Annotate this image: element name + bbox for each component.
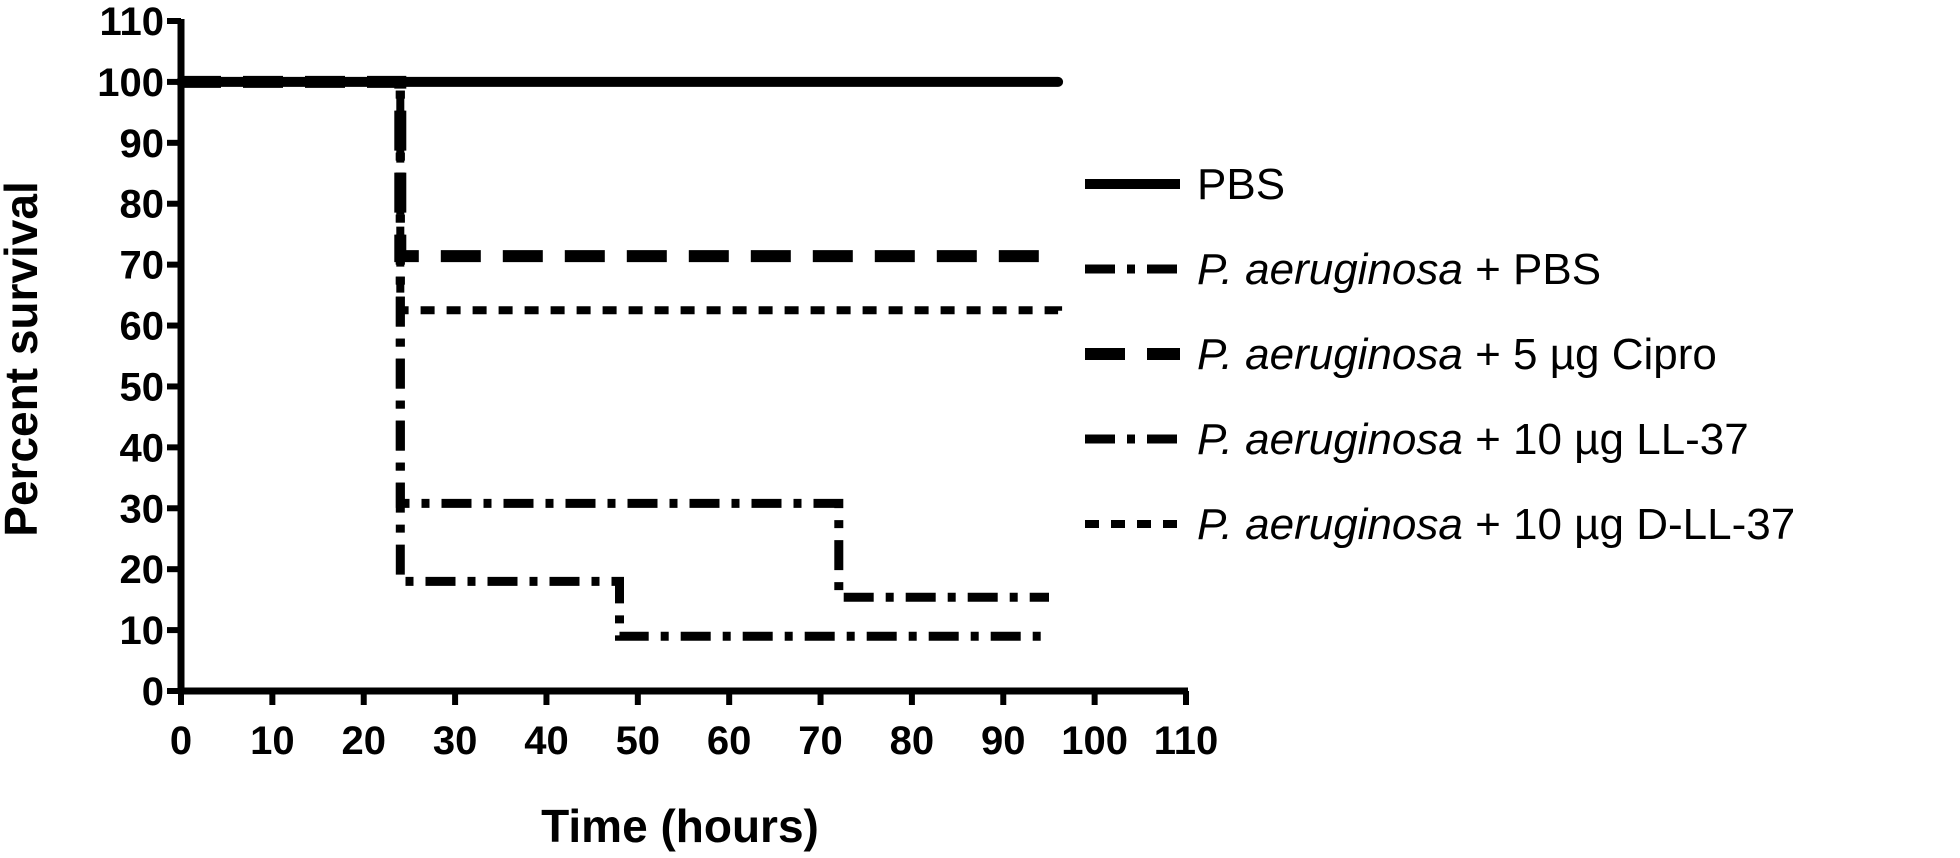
legend-label: P. aeruginosa + 5 µg Cipro	[1197, 330, 1717, 379]
series-layer	[176, 75, 1064, 641]
legend-label-part: P. aeruginosa	[1197, 245, 1463, 294]
x-tick-label: 70	[798, 719, 843, 763]
y-tick-label: 40	[120, 426, 165, 470]
legend-label-part: PBS	[1197, 160, 1285, 209]
y-tick-label: 90	[120, 122, 165, 166]
y-tick-label: 20	[120, 548, 165, 592]
legend-item: P. aeruginosa + 5 µg Cipro	[1085, 330, 1717, 379]
legend-label-part: P. aeruginosa	[1197, 500, 1463, 549]
series-line	[181, 75, 1059, 263]
legend-label-part: + 5 µg Cipro	[1463, 330, 1717, 379]
legend-item: P. aeruginosa + PBS	[1085, 245, 1601, 294]
y-tick-label: 70	[120, 244, 165, 288]
x-axis-title: Time (hours)	[541, 800, 819, 852]
y-tick-label: 0	[142, 670, 164, 714]
legend-item: P. aeruginosa + 10 µg D-LL-37	[1085, 500, 1795, 549]
y-axis-title: Percent survival	[0, 181, 47, 536]
y-tick-label: 30	[120, 487, 165, 531]
legend-label: P. aeruginosa + 10 µg D-LL-37	[1197, 500, 1795, 549]
x-tick-label: 60	[707, 719, 752, 763]
y-tick-label: 110	[99, 0, 164, 44]
x-tick-label: 50	[616, 719, 661, 763]
legend-item: P. aeruginosa + 10 µg LL-37	[1085, 415, 1749, 464]
x-tick-label: 90	[981, 719, 1026, 763]
x-tick-label: 110	[1154, 719, 1219, 763]
x-tick-label: 30	[433, 719, 478, 763]
legend-label: PBS	[1197, 160, 1285, 209]
y-tick-label: 10	[120, 609, 165, 653]
legend-label: P. aeruginosa + PBS	[1197, 245, 1601, 294]
legend-label-part: P. aeruginosa	[1197, 415, 1463, 464]
x-tick-label: 0	[170, 719, 192, 763]
x-tick-label: 10	[250, 719, 295, 763]
series-line	[181, 77, 1049, 641]
axes: 0 10 20 30 40 50 60 70 80 90 100 110 0 10 20 30 40 50 60 70…	[97, 0, 1218, 763]
legend-label-part: + PBS	[1463, 245, 1601, 294]
legend-label: P. aeruginosa + 10 µg LL-37	[1197, 415, 1749, 464]
series-line	[181, 77, 1063, 317]
y-tick-label: 60	[120, 305, 165, 349]
y-tick-label: 80	[120, 183, 165, 227]
legend-label-part: + 10 µg LL-37	[1463, 415, 1749, 464]
x-tick-label: 40	[524, 719, 569, 763]
legend-label-part: + 10 µg D-LL-37	[1463, 500, 1795, 549]
x-tick-label: 100	[1061, 719, 1128, 763]
y-tick-label: 50	[120, 365, 165, 409]
legend-label-part: P. aeruginosa	[1197, 330, 1463, 379]
y-tick-label: 100	[97, 61, 164, 105]
x-tick-label: 20	[341, 719, 386, 763]
series-line	[181, 77, 1049, 602]
legend-item: PBS	[1085, 160, 1285, 209]
x-tick-label: 80	[890, 719, 935, 763]
